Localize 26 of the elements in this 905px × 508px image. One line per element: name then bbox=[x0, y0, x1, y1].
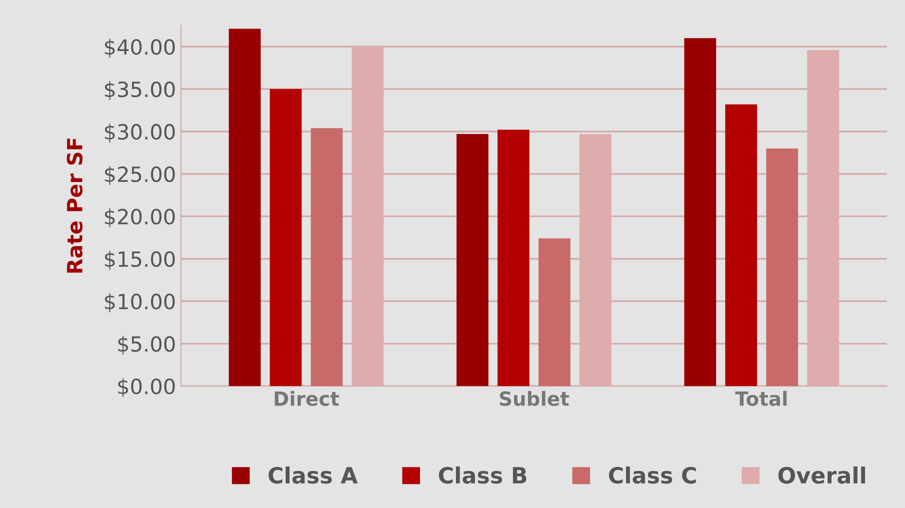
bar bbox=[498, 130, 530, 386]
bar bbox=[456, 134, 488, 386]
legend-label: Class B bbox=[438, 466, 526, 484]
y-tick-label: $5.00 bbox=[118, 336, 175, 355]
y-tick-label: $0.00 bbox=[118, 378, 175, 398]
y-tick-label: $10.00 bbox=[104, 293, 175, 312]
bar bbox=[310, 128, 343, 386]
bar bbox=[270, 89, 302, 386]
y-tick-label: $40.00 bbox=[104, 38, 175, 58]
bar bbox=[228, 28, 261, 386]
legend-label: Class C bbox=[608, 466, 696, 484]
y-tick-label: $20.00 bbox=[104, 208, 175, 228]
bar bbox=[725, 104, 758, 386]
legend-label: Class A bbox=[268, 466, 358, 484]
x-tick-label: Direct bbox=[274, 390, 339, 406]
x-tick-label: Total bbox=[735, 390, 787, 406]
x-tick-label: Sublet bbox=[500, 390, 569, 406]
legend-label: Overall bbox=[778, 466, 866, 484]
y-tick-label: $15.00 bbox=[104, 250, 175, 270]
bar bbox=[766, 148, 798, 386]
y-tick-label: $25.00 bbox=[104, 166, 175, 185]
bar bbox=[538, 238, 570, 386]
y-tick-label: $35.00 bbox=[104, 81, 175, 100]
y-tick-label: $30.00 bbox=[104, 124, 175, 142]
bar bbox=[684, 38, 716, 386]
y-axis-title: Rate Per SF bbox=[66, 138, 83, 273]
